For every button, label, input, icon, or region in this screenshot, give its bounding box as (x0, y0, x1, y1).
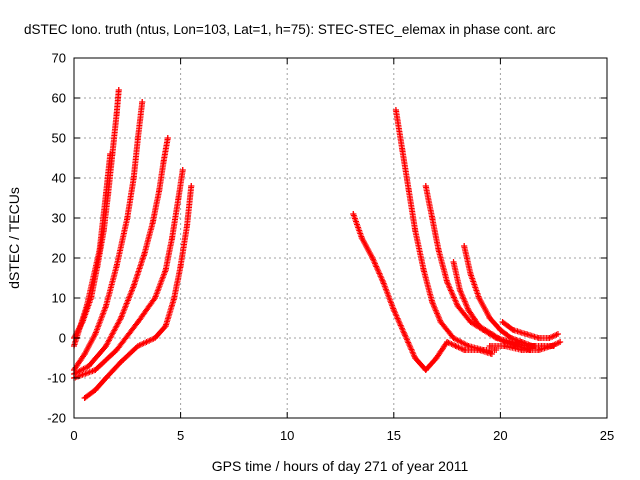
series-8 (393, 107, 499, 353)
y-tick-label: -10 (47, 371, 66, 386)
y-tick-label: 50 (52, 131, 66, 146)
series-layer (71, 87, 563, 401)
y-tick-label: 10 (52, 291, 66, 306)
x-axis-label: GPS time / hours of day 271 of year 2011 (212, 458, 469, 474)
x-tick-label: 10 (280, 428, 294, 443)
grid (74, 58, 607, 418)
data-point (114, 263, 120, 269)
series-markers (71, 151, 113, 349)
chart-title: dSTEC Iono. truth (ntus, Lon=103, Lat=1,… (24, 22, 556, 37)
data-point (114, 111, 120, 117)
series-markers (393, 107, 499, 353)
data-point (124, 215, 130, 221)
y-tick-label: 0 (59, 331, 66, 346)
data-point (131, 175, 137, 181)
data-point (393, 107, 399, 113)
series-markers (71, 87, 122, 341)
data-point (502, 343, 508, 349)
data-point (169, 235, 175, 241)
y-tick-label: 70 (52, 51, 66, 66)
series-3 (71, 99, 145, 373)
x-tick-label: 0 (70, 428, 77, 443)
data-point (436, 247, 442, 253)
data-point (171, 295, 177, 301)
x-tick-label: 20 (493, 428, 507, 443)
data-point (523, 331, 529, 337)
y-tick-label: 30 (52, 211, 66, 226)
series-11 (461, 243, 557, 349)
data-point (150, 219, 156, 225)
data-point (141, 251, 147, 257)
data-point (184, 223, 190, 229)
plot-frame (74, 58, 607, 418)
series-1 (71, 87, 122, 341)
data-point (536, 335, 542, 341)
y-tick-label: 60 (52, 91, 66, 106)
x-tick-label: 15 (387, 428, 401, 443)
data-point (165, 135, 171, 141)
y-tick-label: 40 (52, 171, 66, 186)
y-tick-label: 20 (52, 251, 66, 266)
data-point (429, 215, 435, 221)
data-point (178, 263, 184, 269)
series-2 (71, 151, 113, 349)
x-tick-label: 5 (177, 428, 184, 443)
y-axis-label: dSTEC / TECUs (6, 187, 22, 289)
data-point (399, 147, 405, 153)
y-tick-label: -20 (47, 411, 66, 426)
data-point (423, 183, 429, 189)
data-point (188, 183, 194, 189)
data-point (421, 267, 427, 273)
data-point (406, 187, 412, 193)
x-tick-label: 25 (600, 428, 614, 443)
data-point (116, 87, 122, 93)
series-markers (71, 99, 145, 373)
data-point (412, 227, 418, 233)
ticks: 0 5 10 15 20 25 -20 -10 0 10 20 30 40 50 60 70 (47, 51, 614, 444)
series-markers (461, 243, 557, 349)
